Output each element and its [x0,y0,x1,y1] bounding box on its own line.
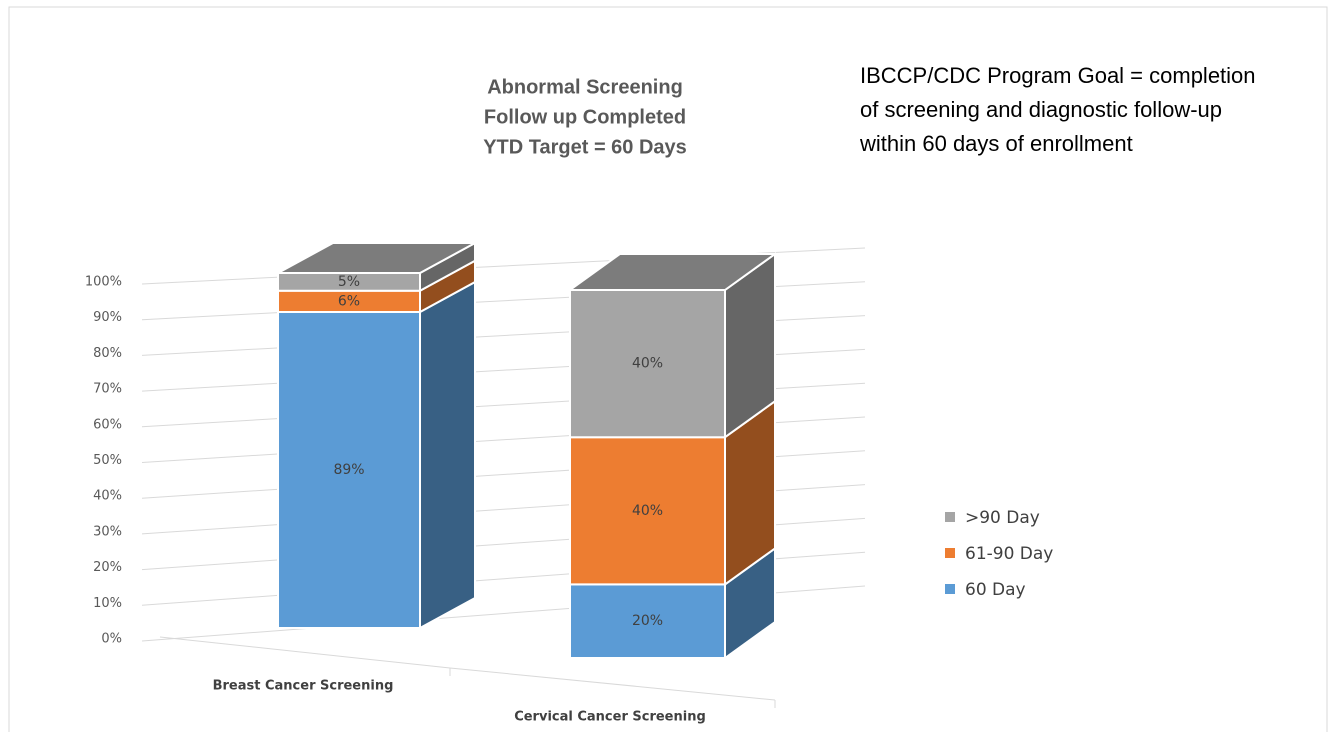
bar-top [566,253,779,291]
chart-title: Follow up Completed [484,106,686,128]
annotation: within 60 days of enrollment [859,131,1133,156]
legend-label: >90 Day [965,508,1040,528]
bar-side [419,280,476,630]
y-tick-label: 40% [93,489,122,504]
x-tick-label: Breast Cancer Screening [213,679,394,694]
annotation: of screening and diagnostic follow-up [860,97,1222,122]
legend-swatch [945,584,955,594]
y-tick-label: 100% [85,275,122,290]
bar-top [277,242,476,274]
y-tick-label: 30% [93,524,122,539]
y-tick-label: 50% [93,453,122,468]
y-tick-label: 0% [101,632,122,647]
legend-swatch [945,548,955,558]
legend-label: 60 Day [965,580,1026,600]
chart-title: YTD Target = 60 Days [483,136,687,158]
y-tick-label: 60% [93,417,122,432]
legend-label: 61-90 Day [965,544,1053,564]
value-label: 20% [632,613,663,629]
value-label: 5% [338,274,360,290]
y-tick-label: 90% [93,310,122,325]
y-tick-label: 10% [93,596,122,611]
chart-title: Abnormal Screening [487,76,683,98]
y-tick-label: 70% [93,382,122,397]
value-label: 89% [333,462,364,478]
value-label: 40% [632,503,663,519]
y-tick-label: 20% [93,560,122,575]
legend-swatch [945,512,955,522]
value-label: 40% [632,356,663,372]
value-label: 6% [338,293,360,309]
annotation: IBCCP/CDC Program Goal = completion [860,63,1256,88]
x-tick-label: Cervical Cancer Screening [514,710,706,725]
y-tick-label: 80% [93,346,122,361]
